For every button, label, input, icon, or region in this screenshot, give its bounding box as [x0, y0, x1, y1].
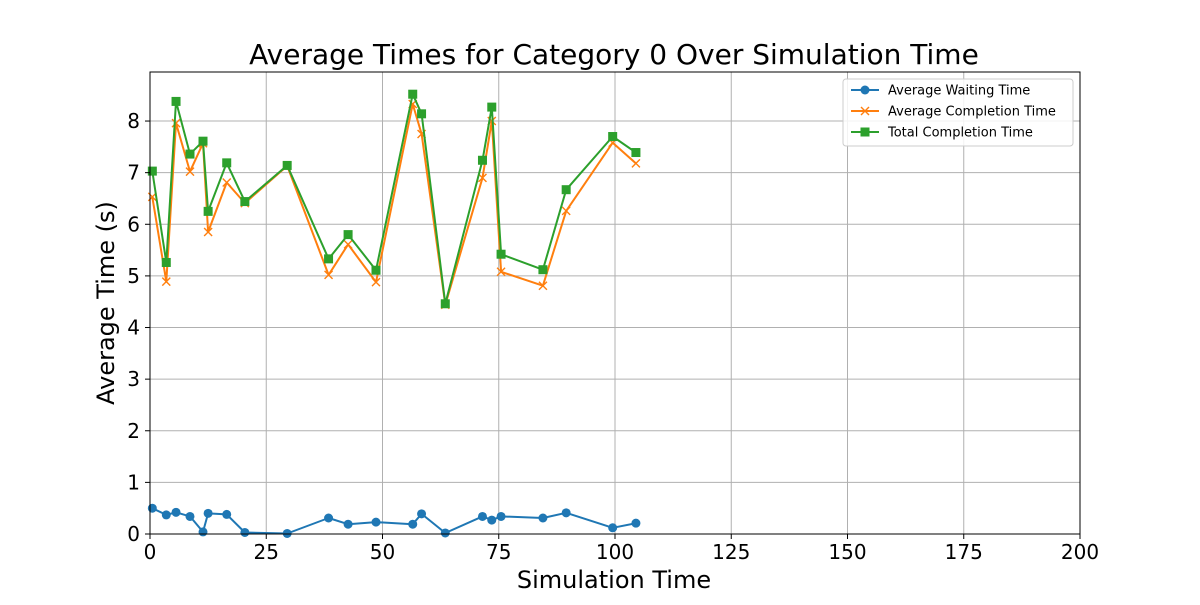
series-layer	[147, 89, 641, 538]
series-line-average-waiting-time	[151, 507, 637, 535]
y-axis-label: Average Time (s)	[92, 201, 120, 405]
legend-label: Total Completion Time	[887, 126, 1033, 141]
y-tick-label: 4	[127, 316, 140, 340]
data-point-total-completion-time	[282, 160, 292, 170]
data-point-total-completion-time	[198, 136, 208, 146]
data-point-average-waiting-time	[408, 519, 418, 529]
data-point-total-completion-time	[608, 132, 618, 142]
data-point-total-completion-time	[171, 96, 181, 106]
data-point-total-completion-time	[496, 249, 506, 259]
data-point-average-waiting-time	[440, 528, 450, 538]
data-point-average-waiting-time	[487, 515, 497, 525]
y-tick-label: 7	[127, 161, 140, 185]
legend-item: Average Completion Time	[851, 105, 1056, 120]
data-point-average-waiting-time	[161, 510, 171, 520]
y-tick-label: 3	[127, 367, 140, 391]
y-tick-label: 8	[127, 109, 140, 133]
data-point-average-completion-time	[371, 277, 381, 287]
data-point-average-waiting-time	[198, 527, 208, 537]
data-point-average-waiting-time	[171, 507, 181, 517]
data-point-total-completion-time	[538, 265, 548, 275]
data-point-average-completion-time	[496, 267, 506, 277]
y-tick-label: 5	[127, 264, 140, 288]
x-tick-label: 125	[712, 540, 750, 564]
data-point-average-waiting-time	[477, 511, 487, 521]
data-point-total-completion-time	[561, 185, 571, 195]
legend-item: Average Waiting Time	[851, 84, 1030, 99]
data-point-average-completion-time	[561, 206, 571, 216]
data-point-average-completion-time	[343, 239, 353, 249]
data-point-average-waiting-time	[417, 509, 427, 519]
x-tick-label: 150	[828, 540, 866, 564]
series-line-total-completion-time	[151, 93, 637, 305]
y-tick-label: 1	[127, 470, 140, 494]
data-point-average-waiting-time	[538, 513, 548, 523]
data-point-total-completion-time	[477, 155, 487, 165]
data-point-average-completion-time	[185, 167, 195, 177]
x-tick-label: 200	[1061, 540, 1099, 564]
legend-marker	[860, 106, 870, 116]
data-point-total-completion-time	[440, 299, 450, 309]
data-point-average-waiting-time	[371, 517, 381, 527]
y-tick-label: 0	[127, 522, 140, 546]
data-point-average-waiting-time	[240, 527, 250, 537]
data-point-total-completion-time	[240, 197, 250, 207]
data-point-average-completion-time	[171, 118, 181, 128]
data-point-average-waiting-time	[631, 518, 641, 528]
data-point-total-completion-time	[161, 257, 171, 267]
data-point-average-waiting-time	[324, 513, 334, 523]
data-point-average-completion-time	[477, 173, 487, 183]
data-point-total-completion-time	[417, 109, 427, 119]
data-point-average-waiting-time	[343, 519, 353, 529]
data-point-total-completion-time	[631, 148, 641, 158]
data-point-average-waiting-time	[282, 528, 292, 538]
legend: Average Waiting Time Average Completion T…	[842, 78, 1074, 147]
legend-label: Average Completion Time	[888, 105, 1056, 120]
x-tick-label: 0	[144, 540, 157, 564]
data-point-average-waiting-time	[608, 523, 618, 533]
data-point-average-completion-time	[161, 277, 171, 287]
data-point-average-waiting-time	[561, 508, 571, 518]
data-point-average-waiting-time	[222, 509, 232, 519]
legend-box	[842, 78, 1074, 147]
data-point-total-completion-time	[222, 158, 232, 168]
chart-title: Average Times for Category 0 Over Simula…	[249, 38, 979, 71]
y-tick-label: 6	[127, 212, 140, 236]
x-tick-label: 50	[370, 540, 395, 564]
data-point-total-completion-time	[324, 254, 334, 264]
data-point-total-completion-time	[343, 230, 353, 240]
data-point-total-completion-time	[203, 206, 213, 216]
data-point-total-completion-time	[408, 89, 418, 99]
x-tick-label: 25	[254, 540, 279, 564]
legend-marker	[860, 127, 870, 137]
data-point-total-completion-time	[185, 149, 195, 159]
series-line-average-completion-time	[151, 103, 637, 306]
x-tick-label: 75	[486, 540, 511, 564]
x-tick-label: 175	[945, 540, 983, 564]
data-point-average-waiting-time	[185, 511, 195, 521]
data-point-total-completion-time	[147, 166, 157, 176]
x-axis-label: Simulation Time	[517, 566, 711, 594]
ticks: 0 25 50 75 100 125 150 175 200 0 1 2 3 4 5 6 7 8	[127, 109, 1099, 564]
legend-marker	[860, 85, 870, 95]
data-point-average-waiting-time	[147, 503, 157, 513]
data-point-average-completion-time	[203, 227, 213, 237]
data-point-average-completion-time	[538, 281, 548, 291]
data-point-total-completion-time	[487, 102, 497, 112]
data-point-average-completion-time	[631, 158, 641, 168]
series-average-waiting-time	[147, 503, 641, 538]
data-point-average-completion-time	[222, 177, 232, 187]
legend-label: Average Waiting Time	[888, 84, 1030, 99]
data-point-total-completion-time	[371, 265, 381, 275]
x-tick-label: 100	[596, 540, 634, 564]
y-tick-label: 2	[127, 419, 140, 443]
data-point-average-waiting-time	[203, 508, 213, 518]
data-point-average-completion-time	[324, 270, 334, 280]
legend-item: Total Completion Time	[851, 126, 1033, 141]
data-point-average-waiting-time	[496, 511, 506, 521]
series-total-completion-time	[147, 89, 641, 309]
